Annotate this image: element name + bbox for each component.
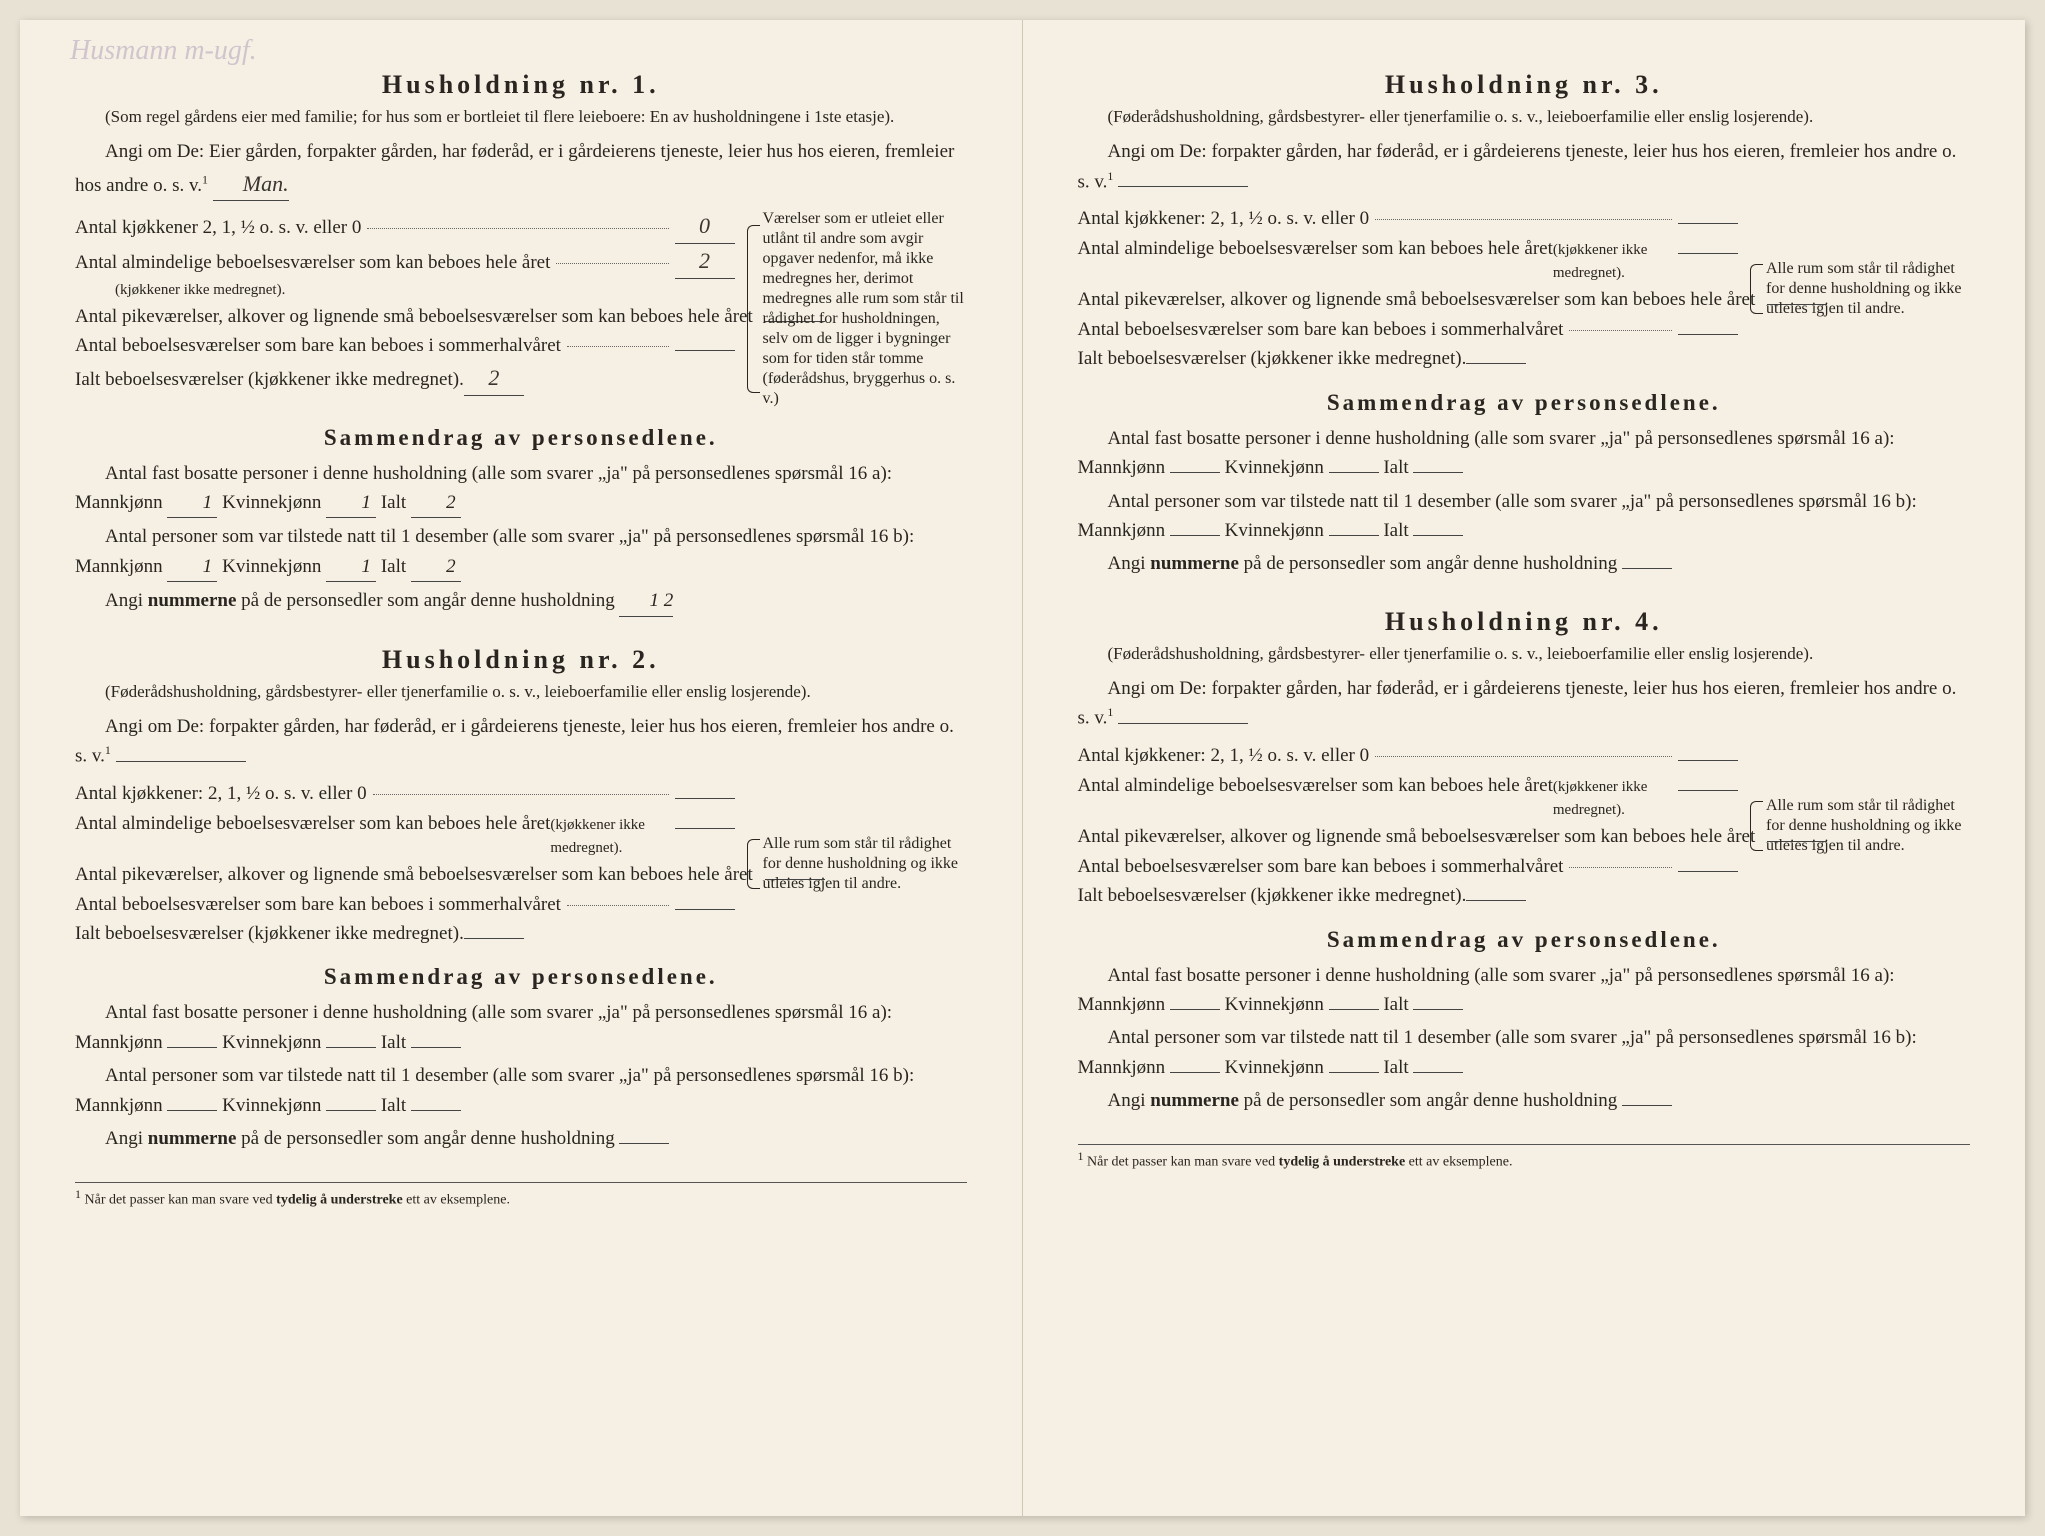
household-4-title: Husholdning nr. 4. [1078, 607, 1971, 637]
household-1-instruction: Angi om De: Eier gården, forpakter gårde… [75, 138, 967, 201]
household-2-rooms-block: Antal kjøkkener: 2, 1, ½ o. s. v. eller … [75, 779, 967, 948]
household-2-title: Husholdning nr. 2. [75, 645, 967, 675]
kitchens-value: 0 [675, 209, 735, 244]
rooms-total-line: Ialt beboelsesværelser (kjøkkener ikke m… [75, 361, 735, 396]
side-note-col: Værelser som er utleiet eller utlånt til… [747, 209, 967, 409]
household-2-subtitle: (Føderådshusholdning, gårdsbestyrer- ell… [75, 681, 967, 703]
instruction-answer: Man. [213, 167, 289, 201]
rooms-maid-line: Antal pikeværelser, alkover og lignende … [75, 302, 735, 331]
page-right: Husholdning nr. 3. (Føderådshusholdning,… [1023, 20, 2026, 1516]
household-2: Husholdning nr. 2. (Føderådshusholdning,… [75, 645, 967, 1154]
household-3-title: Husholdning nr. 3. [1078, 70, 1971, 100]
rooms-year-line: Antal almindelige beboelsesværelser som … [75, 244, 735, 279]
resident-1: Antal fast bosatte personer i denne hush… [75, 459, 967, 519]
rooms-main: Antal kjøkkener 2, 1, ½ o. s. v. eller 0… [75, 209, 735, 409]
census-document: Husmann m-ugf. Husholdning nr. 1. (Som r… [20, 20, 2025, 1516]
household-1-rooms-block: Antal kjøkkener 2, 1, ½ o. s. v. eller 0… [75, 209, 967, 409]
numbers-1: Angi nummerne på de personsedler som ang… [75, 586, 967, 616]
kitchens-line: Antal kjøkkener 2, 1, ½ o. s. v. eller 0… [75, 209, 735, 244]
page-left: Husmann m-ugf. Husholdning nr. 1. (Som r… [20, 20, 1023, 1516]
household-1: Husholdning nr. 1. (Som regel gårdens ei… [75, 70, 967, 617]
instruction-prefix: Angi om De: [105, 141, 204, 162]
rooms-summer-line: Antal beboelsesværelser som bare kan beb… [75, 331, 735, 360]
footnote-left: 1 Når det passer kan man svare ved tydel… [75, 1182, 967, 1209]
sammendrag-2-title: Sammendrag av personsedlene. [75, 964, 967, 990]
handwriting-note: Husmann m-ugf. [70, 35, 257, 67]
side-note-4: Alle rum som står til rådighet for denne… [1750, 796, 1970, 856]
resident-2: Antal fast bosatte personer i denne hush… [75, 998, 967, 1057]
present-2: Antal personer som var tilstede natt til… [75, 1061, 967, 1120]
sammendrag-1-title: Sammendrag av personsedlene. [75, 425, 967, 451]
kitchens-excluded: (kjøkkener ikke medregnet). [75, 279, 735, 302]
footnote-ref: 1 [202, 172, 208, 186]
rooms-total-value: 2 [464, 361, 524, 396]
household-2-instruction: Angi om De: forpakter gården, har føderå… [75, 713, 967, 771]
instruction-body: Eier gården, forpakter gården, har føder… [75, 141, 954, 196]
present-1: Antal personer som var tilstede natt til… [75, 522, 967, 582]
numbers-2: Angi nummerne på de personsedler som ang… [75, 1124, 967, 1153]
side-note-3: Alle rum som står til rådighet for denne… [1750, 259, 1970, 319]
household-3: Husholdning nr. 3. (Føderådshusholdning,… [1078, 70, 1971, 579]
household-1-subtitle: (Som regel gårdens eier med familie; for… [75, 106, 967, 128]
footnote-right: 1 Når det passer kan man svare ved tydel… [1078, 1144, 1971, 1171]
rooms-year-value: 2 [675, 244, 735, 279]
side-note-1: Værelser som er utleiet eller utlånt til… [747, 209, 967, 409]
household-4: Husholdning nr. 4. (Føderådshusholdning,… [1078, 607, 1971, 1116]
household-1-title: Husholdning nr. 1. [75, 70, 967, 100]
rooms-summer-value [675, 350, 735, 351]
side-note-2: Alle rum som står til rådighet for denne… [747, 834, 967, 894]
